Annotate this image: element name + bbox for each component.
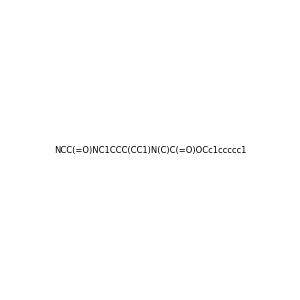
Text: NCC(=O)NC1CCC(CC1)N(C)C(=O)OCc1ccccc1: NCC(=O)NC1CCC(CC1)N(C)C(=O)OCc1ccccc1: [54, 146, 246, 154]
